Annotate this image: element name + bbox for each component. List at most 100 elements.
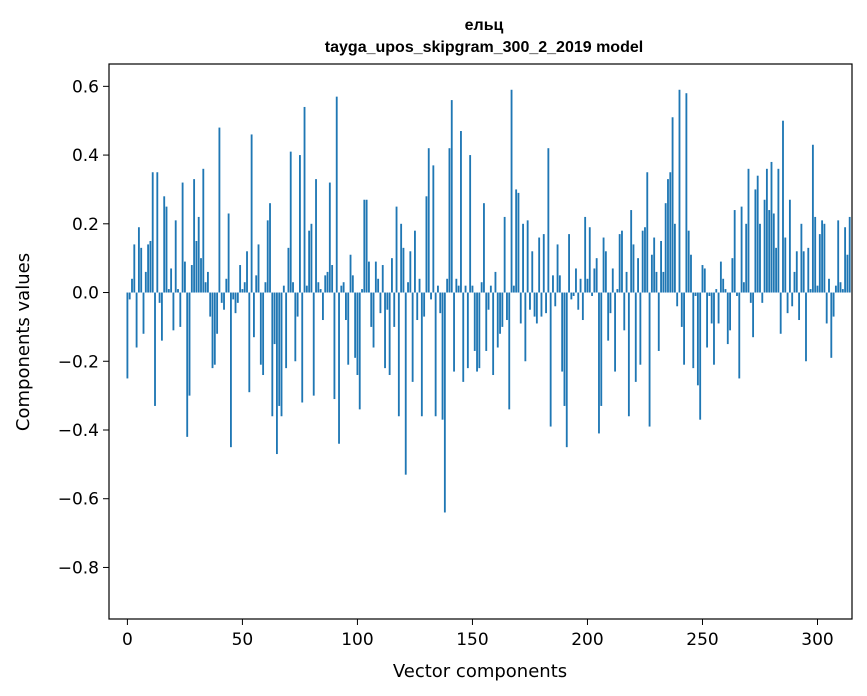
bar xyxy=(135,292,138,348)
bar xyxy=(271,292,274,417)
bar xyxy=(846,254,849,293)
bar xyxy=(430,292,432,300)
bar xyxy=(671,117,674,293)
bar xyxy=(418,278,421,293)
bar xyxy=(333,292,336,400)
bar xyxy=(404,292,407,475)
bar xyxy=(529,292,531,310)
bar xyxy=(646,172,649,293)
bar xyxy=(683,292,685,365)
y-tick-label: 0.6 xyxy=(72,77,99,97)
bar xyxy=(460,131,462,293)
bar xyxy=(678,89,681,293)
bar xyxy=(522,223,524,293)
bar xyxy=(177,289,179,293)
bar xyxy=(669,172,672,293)
bar xyxy=(602,237,605,293)
bar xyxy=(519,292,522,324)
bar xyxy=(696,292,699,386)
bar xyxy=(218,127,221,293)
bar xyxy=(370,292,373,327)
bar xyxy=(770,161,773,293)
bar xyxy=(784,237,787,293)
bar xyxy=(476,292,478,372)
x-tick-label: 0 xyxy=(122,630,133,650)
bar xyxy=(193,179,196,293)
bar xyxy=(466,292,469,369)
bar xyxy=(657,292,660,351)
bar xyxy=(549,292,552,427)
bar xyxy=(653,237,656,293)
bar xyxy=(379,292,382,314)
bar xyxy=(655,271,658,293)
bar xyxy=(131,278,133,293)
bar xyxy=(315,179,317,293)
bar xyxy=(280,292,283,417)
y-tick-label: 0.4 xyxy=(72,146,99,166)
bar xyxy=(565,292,568,448)
bar xyxy=(223,292,225,310)
bar xyxy=(630,210,633,293)
bar xyxy=(779,292,782,334)
bar xyxy=(825,292,828,324)
bar xyxy=(775,247,778,293)
bar xyxy=(687,230,690,293)
bar xyxy=(747,168,750,293)
bar xyxy=(285,292,288,369)
bar xyxy=(483,203,485,293)
bar xyxy=(598,292,600,434)
bar xyxy=(356,292,359,376)
bar xyxy=(839,282,842,293)
bar xyxy=(577,292,580,310)
bar xyxy=(128,292,131,300)
bar xyxy=(581,292,584,321)
bar xyxy=(692,292,695,369)
bar xyxy=(400,223,403,293)
bar xyxy=(439,292,442,314)
bar xyxy=(556,244,559,293)
bar xyxy=(462,292,465,382)
bar xyxy=(540,292,543,317)
bar xyxy=(167,289,170,293)
bar xyxy=(264,282,267,293)
bar xyxy=(837,220,840,293)
bar xyxy=(660,240,662,293)
bar xyxy=(278,292,281,406)
bar xyxy=(416,292,419,321)
bar xyxy=(512,285,515,293)
bar xyxy=(538,237,541,293)
bar xyxy=(503,216,506,293)
bar xyxy=(713,292,715,365)
bar xyxy=(561,292,564,372)
bars-group xyxy=(126,89,851,513)
bar xyxy=(174,220,177,293)
bar xyxy=(453,292,455,372)
bar xyxy=(137,227,140,293)
bar xyxy=(432,165,435,293)
x-axis: 0 50 100 150 200 250 300 xyxy=(122,619,834,650)
bar xyxy=(834,285,837,293)
bar xyxy=(600,292,603,406)
bar xyxy=(740,206,743,293)
bar xyxy=(586,278,589,293)
bar xyxy=(621,230,623,293)
bar xyxy=(246,251,248,293)
bar xyxy=(292,282,294,293)
bar xyxy=(754,189,757,293)
bar xyxy=(305,285,308,293)
chart-subtitle: tayga_upos_skipgram_300_2_2019 model xyxy=(325,39,643,56)
bar xyxy=(673,223,676,293)
bar xyxy=(558,275,561,293)
bar xyxy=(328,182,331,293)
bar xyxy=(545,292,547,314)
bar xyxy=(533,292,536,317)
bar xyxy=(478,292,481,369)
bar xyxy=(149,240,152,293)
bar xyxy=(499,292,501,334)
bar xyxy=(844,227,847,293)
bar xyxy=(570,292,573,300)
bar xyxy=(517,192,520,293)
bar xyxy=(765,168,768,293)
bar xyxy=(351,275,354,293)
